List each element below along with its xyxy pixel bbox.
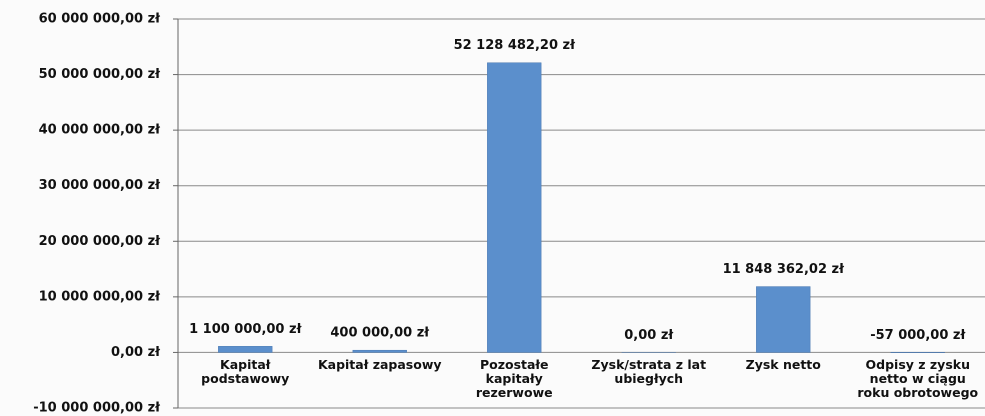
x-tick-label: Kapitał podstawowy (201, 357, 290, 387)
data-label: 11 848 362,02 zł (723, 262, 846, 277)
y-tick-label: 60 000 000,00 zł (39, 12, 162, 27)
x-tick-label: Zysk/strata z lat ubiegłych (591, 357, 707, 387)
y-tick-label: 50 000 000,00 zł (39, 67, 162, 82)
data-label: 1 100 000,00 zł (189, 322, 302, 337)
y-tick-label: 10 000 000,00 zł (39, 289, 162, 304)
y-tick-label: 40 000 000,00 zł (39, 123, 162, 138)
data-label: 0,00 zł (624, 328, 674, 343)
data-label: 52 128 482,20 zł (454, 38, 577, 53)
y-tick-label: 30 000 000,00 zł (39, 178, 162, 193)
bar (218, 346, 273, 353)
bar (352, 349, 407, 353)
x-tick-label: Pozostałe kapitały rezerwowe (475, 357, 553, 401)
data-label: -57 000,00 zł (870, 328, 966, 343)
y-tick-label: 0,00 zł (111, 345, 161, 360)
bar (487, 62, 542, 353)
bar (756, 286, 811, 353)
x-tick-label: Odpisy z zysku netto w ciągu roku obroto… (857, 357, 979, 401)
y-tick-label: -10 000 000,00 zł (33, 401, 161, 416)
x-tick-label: Kapitał zapasowy (317, 357, 442, 373)
x-tick-label: Zysk netto (745, 357, 821, 373)
data-label: 400 000,00 zł (330, 326, 430, 341)
y-tick-label: 20 000 000,00 zł (39, 234, 162, 249)
